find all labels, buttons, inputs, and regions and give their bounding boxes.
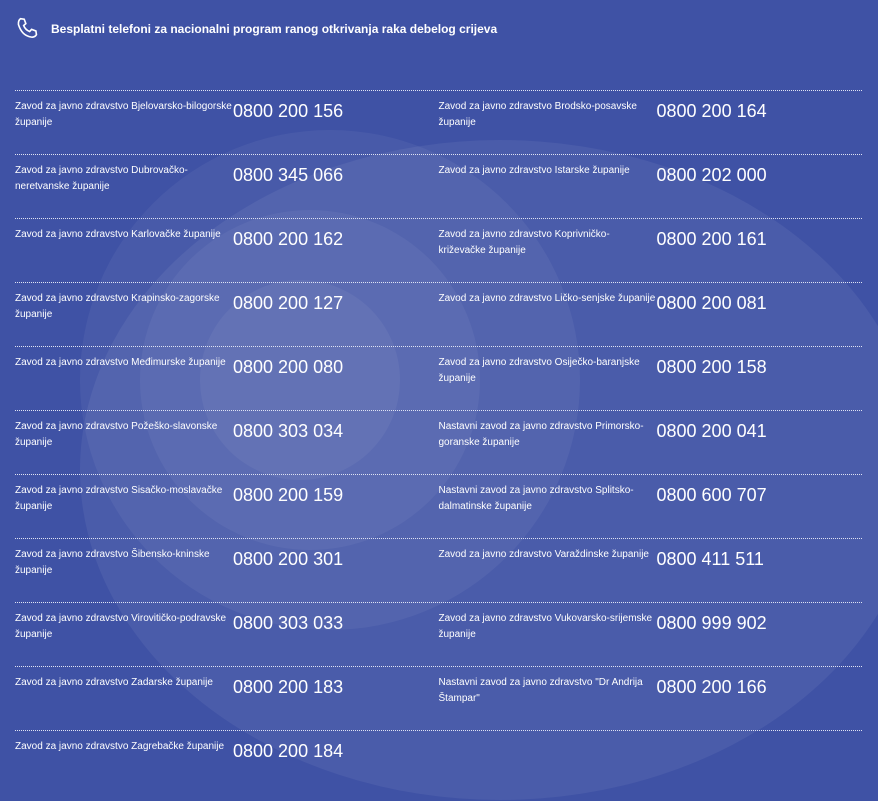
list-item: Zavod za javno zdravstvo Brodsko-posavsk…	[439, 91, 863, 154]
institution-name: Zavod za javno zdravstvo Bjelovarsko-bil…	[15, 101, 232, 128]
phone-number[interactable]: 0800 303 033	[233, 613, 344, 633]
institution-name: Zavod za javno zdravstvo Karlovačke župa…	[15, 229, 221, 240]
list-item: Zavod za javno zdravstvo Vukovarsko-srij…	[439, 603, 863, 666]
phone-number[interactable]: 0800 200 184	[233, 741, 344, 761]
list-item: Zavod za javno zdravstvo Zagrebačke župa…	[15, 731, 450, 794]
page-title: Besplatni telefoni za nacionalni program…	[51, 22, 498, 36]
list-item: Zavod za javno zdravstvo Varaždinske žup…	[439, 539, 863, 602]
phone-list: Zavod za javno zdravstvo Bjelovarsko-bil…	[15, 90, 862, 794]
institution-name: Zavod za javno zdravstvo Koprivničko-kri…	[438, 229, 610, 256]
table-row: Zavod za javno zdravstvo Sisačko-moslava…	[15, 474, 862, 538]
list-item: Zavod za javno zdravstvo Koprivničko-kri…	[439, 219, 863, 282]
phone-number[interactable]: 0800 999 902	[656, 613, 767, 633]
phone-number[interactable]: 0800 303 034	[233, 421, 344, 441]
phone-number[interactable]: 0800 200 159	[233, 485, 344, 505]
table-row: Zavod za javno zdravstvo Požeško-slavons…	[15, 410, 862, 474]
list-item: Zavod za javno zdravstvo Krapinsko-zagor…	[15, 283, 439, 346]
table-row: Zavod za javno zdravstvo Međimurske župa…	[15, 346, 862, 410]
table-row: Zavod za javno zdravstvo Šibensko-kninsk…	[15, 538, 862, 602]
list-item: Zavod za javno zdravstvo Ličko-senjske ž…	[439, 283, 863, 346]
phone-number[interactable]: 0800 200 161	[656, 229, 767, 249]
list-item: Zavod za javno zdravstvo Osiječko-baranj…	[439, 347, 863, 410]
phone-number[interactable]: 0800 200 183	[233, 677, 344, 697]
institution-name: Zavod za javno zdravstvo Krapinsko-zagor…	[15, 293, 220, 320]
institution-name: Zavod za javno zdravstvo Dubrovačko-nere…	[15, 165, 188, 192]
table-row: Zavod za javno zdravstvo Zadarske župani…	[15, 666, 862, 730]
phone-number[interactable]: 0800 200 158	[656, 357, 767, 377]
institution-name: Zavod za javno zdravstvo Osiječko-baranj…	[438, 357, 640, 384]
institution-name: Zavod za javno zdravstvo Ličko-senjske ž…	[438, 293, 656, 304]
table-row: Zavod za javno zdravstvo Zagrebačke župa…	[15, 730, 862, 794]
list-item: Zavod za javno zdravstvo Istarske župani…	[439, 155, 863, 218]
list-item: Zavod za javno zdravstvo Požeško-slavons…	[15, 411, 439, 474]
list-item: Zavod za javno zdravstvo Virovitičko-pod…	[15, 603, 439, 666]
phone-icon	[17, 17, 38, 38]
table-row: Zavod za javno zdravstvo Krapinsko-zagor…	[15, 282, 862, 346]
institution-name: Zavod za javno zdravstvo Istarske župani…	[438, 165, 630, 176]
institution-name: Zavod za javno zdravstvo Međimurske župa…	[15, 357, 226, 368]
list-item: Zavod za javno zdravstvo Zadarske župani…	[15, 667, 439, 730]
list-item: Zavod za javno zdravstvo Međimurske župa…	[15, 347, 439, 410]
institution-name: Zavod za javno zdravstvo Brodsko-posavsk…	[438, 101, 637, 128]
table-row: Zavod za javno zdravstvo Karlovačke župa…	[15, 218, 862, 282]
phone-number[interactable]: 0800 411 511	[656, 549, 764, 569]
institution-name: Zavod za javno zdravstvo Zagrebačke župa…	[15, 741, 225, 752]
list-item: Zavod za javno zdravstvo Šibensko-kninsk…	[15, 539, 439, 602]
list-item: Zavod za javno zdravstvo Sisačko-moslava…	[15, 475, 439, 538]
list-item: Nastavni zavod za javno zdravstvo Splits…	[439, 475, 863, 538]
phone-number[interactable]: 0800 200 081	[656, 293, 767, 313]
phone-number[interactable]: 0800 200 080	[233, 357, 344, 377]
list-item: Nastavni zavod za javno zdravstvo Primor…	[439, 411, 863, 474]
table-row: Zavod za javno zdravstvo Dubrovačko-nere…	[15, 154, 862, 218]
header: Besplatni telefoni za nacionalni program…	[15, 16, 497, 42]
institution-name: Zavod za javno zdravstvo Sisačko-moslava…	[15, 485, 223, 512]
phone-number[interactable]: 0800 200 127	[233, 293, 344, 313]
institution-name: Nastavni zavod za javno zdravstvo Primor…	[438, 421, 644, 448]
institution-name: Nastavni zavod za javno zdravstvo "Dr An…	[438, 677, 643, 704]
phone-number[interactable]: 0800 200 166	[656, 677, 767, 697]
institution-name: Zavod za javno zdravstvo Požeško-slavons…	[15, 421, 218, 448]
phone-number[interactable]: 0800 200 041	[656, 421, 767, 441]
institution-name: Zavod za javno zdravstvo Vukovarsko-srij…	[438, 613, 653, 640]
phone-number[interactable]: 0800 200 301	[233, 549, 344, 569]
list-item: Zavod za javno zdravstvo Karlovačke župa…	[15, 219, 439, 282]
institution-name: Zavod za javno zdravstvo Virovitičko-pod…	[15, 613, 227, 640]
phone-number[interactable]: 0800 600 707	[656, 485, 767, 505]
institution-name: Zavod za javno zdravstvo Varaždinske žup…	[438, 549, 649, 560]
table-row: Zavod za javno zdravstvo Bjelovarsko-bil…	[15, 90, 862, 154]
phone-number[interactable]: 0800 200 156	[233, 101, 344, 121]
phone-number[interactable]: 0800 200 164	[656, 101, 767, 121]
institution-name: Nastavni zavod za javno zdravstvo Splits…	[438, 485, 634, 512]
institution-name: Zavod za javno zdravstvo Šibensko-kninsk…	[15, 549, 210, 576]
list-item: Nastavni zavod za javno zdravstvo "Dr An…	[439, 667, 863, 730]
list-item: Zavod za javno zdravstvo Bjelovarsko-bil…	[15, 91, 439, 154]
table-row: Zavod za javno zdravstvo Virovitičko-pod…	[15, 602, 862, 666]
list-item: Zavod za javno zdravstvo Dubrovačko-nere…	[15, 155, 439, 218]
institution-name: Zavod za javno zdravstvo Zadarske župani…	[15, 677, 213, 688]
phone-number[interactable]: 0800 202 000	[656, 165, 767, 185]
phone-number[interactable]: 0800 200 162	[233, 229, 344, 249]
phone-number[interactable]: 0800 345 066	[233, 165, 344, 185]
